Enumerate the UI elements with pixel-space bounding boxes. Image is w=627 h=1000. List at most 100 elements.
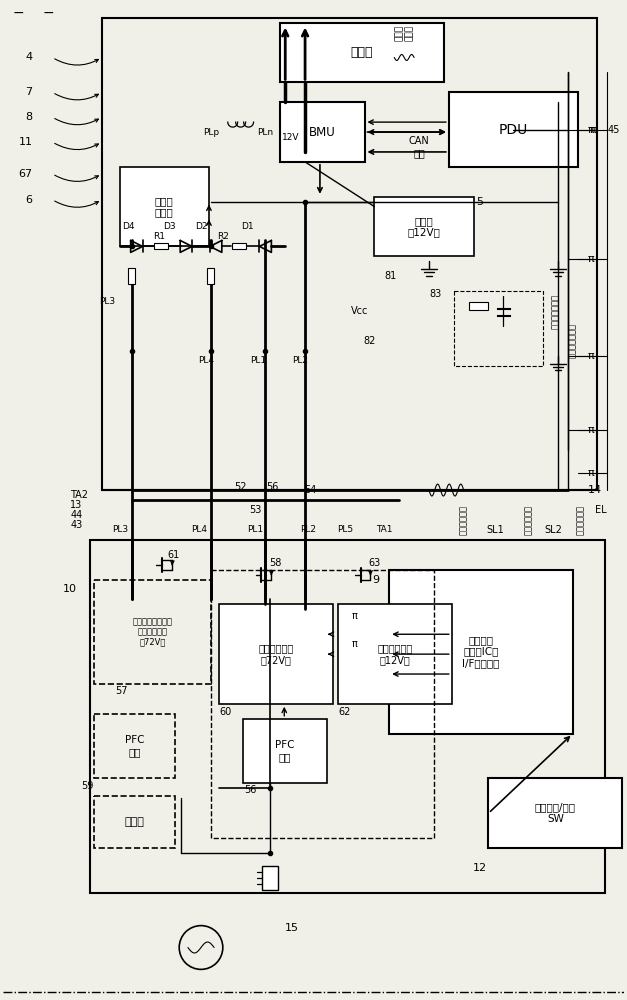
Bar — [154, 243, 168, 249]
Bar — [280, 23, 444, 82]
Text: 交直流
转换器: 交直流 转换器 — [155, 196, 174, 217]
Bar — [374, 197, 473, 256]
Bar — [338, 604, 452, 704]
Text: D1: D1 — [241, 222, 253, 231]
Text: EL: EL — [596, 505, 607, 515]
Text: PL5: PL5 — [337, 525, 353, 534]
Text: 副电池
（12V）: 副电池 （12V） — [408, 216, 440, 237]
Text: π: π — [587, 254, 594, 264]
Bar — [454, 291, 543, 366]
Text: 5: 5 — [477, 197, 483, 207]
Text: Vcc: Vcc — [351, 306, 368, 316]
Text: π: π — [352, 639, 357, 649]
Text: 59: 59 — [82, 781, 94, 791]
Text: −: − — [43, 6, 54, 20]
Bar — [94, 580, 211, 684]
Text: CAN
通信: CAN 通信 — [409, 136, 429, 158]
Bar — [389, 570, 572, 734]
Bar — [120, 167, 209, 246]
Text: 56: 56 — [266, 482, 278, 492]
Text: PL3: PL3 — [99, 297, 115, 306]
Text: 57: 57 — [115, 686, 128, 696]
Text: 15: 15 — [285, 923, 299, 933]
Text: SL2: SL2 — [544, 525, 562, 535]
Bar — [488, 778, 622, 848]
Text: PL4: PL4 — [191, 525, 207, 534]
Text: π: π — [587, 425, 594, 435]
Text: π: π — [587, 125, 594, 135]
Text: PFC
电路: PFC 电路 — [125, 735, 144, 757]
Text: 81: 81 — [384, 271, 397, 281]
Text: 7: 7 — [25, 87, 33, 97]
Text: 充电器: 充电器 — [125, 817, 145, 827]
Text: PL1: PL1 — [250, 356, 266, 365]
Bar — [94, 714, 175, 778]
Bar — [232, 243, 246, 249]
Text: PFC
电路: PFC 电路 — [275, 740, 295, 762]
Text: 83: 83 — [429, 289, 441, 299]
Text: PL4: PL4 — [198, 356, 214, 365]
Bar — [243, 719, 327, 783]
Text: 52: 52 — [234, 482, 247, 492]
Text: π: π — [587, 351, 594, 361]
Text: 45: 45 — [608, 125, 619, 135]
Text: 62: 62 — [339, 707, 351, 717]
Bar — [94, 796, 175, 848]
Text: 58: 58 — [269, 558, 282, 568]
Text: 电流切换信号: 电流切换信号 — [524, 505, 532, 535]
Text: 13: 13 — [70, 500, 82, 510]
Text: 14: 14 — [587, 485, 602, 495]
Bar — [449, 92, 577, 167]
Text: 56: 56 — [245, 785, 256, 795]
Text: 6: 6 — [26, 195, 33, 205]
Text: 11: 11 — [19, 137, 33, 147]
Text: 连接器温度信息: 连接器温度信息 — [551, 294, 561, 329]
Text: SL1: SL1 — [487, 525, 504, 535]
Bar — [280, 102, 364, 162]
Text: R2: R2 — [217, 232, 229, 241]
Text: 12V: 12V — [282, 133, 299, 142]
Text: −: − — [13, 6, 24, 20]
Text: 10: 10 — [63, 584, 77, 594]
Text: 61: 61 — [167, 550, 179, 560]
Text: BMU: BMU — [309, 126, 336, 139]
Text: 43: 43 — [70, 520, 82, 530]
Text: PLn: PLn — [257, 128, 273, 137]
Text: D3: D3 — [164, 222, 176, 231]
Text: 充电过
量信号: 充电过 量信号 — [394, 25, 414, 41]
Text: 充电控制
（控制IC、
I/F电路等）: 充电控制 （控制IC、 I/F电路等） — [462, 635, 500, 668]
Text: 充电开始/停止
SW: 充电开始/停止 SW — [535, 802, 576, 824]
Text: PL3: PL3 — [112, 525, 128, 534]
Text: PDU: PDU — [498, 123, 528, 137]
Text: 电流切换信号: 电流切换信号 — [576, 505, 585, 535]
Text: 仅急速充电器追加
交直流转换器
（72V）: 仅急速充电器追加 交直流转换器 （72V） — [132, 617, 172, 647]
Text: 9: 9 — [372, 575, 379, 585]
Bar — [90, 540, 606, 893]
Bar — [102, 18, 598, 490]
Bar — [263, 866, 278, 890]
Text: π: π — [587, 468, 594, 478]
Bar — [208, 268, 214, 284]
Text: 8: 8 — [25, 112, 33, 122]
Text: PL2: PL2 — [300, 525, 316, 534]
Text: D2: D2 — [195, 222, 208, 231]
Text: π: π — [589, 125, 596, 135]
Text: 60: 60 — [219, 707, 232, 717]
Text: R1: R1 — [154, 232, 166, 241]
Text: 连接器温度信息: 连接器温度信息 — [568, 323, 577, 358]
Text: 63: 63 — [368, 558, 381, 568]
Text: 交直流转换器
（72V）: 交直流转换器 （72V） — [258, 643, 293, 665]
Text: PL2: PL2 — [292, 356, 308, 365]
Text: PL1: PL1 — [248, 525, 263, 534]
Text: 交直流转换器
（12V）: 交直流转换器 （12V） — [377, 643, 413, 665]
Bar — [468, 302, 488, 310]
Text: TA1: TA1 — [376, 525, 393, 534]
Text: 54: 54 — [304, 485, 316, 495]
Text: TA2: TA2 — [70, 490, 88, 500]
Text: D4: D4 — [122, 222, 134, 231]
Bar — [128, 268, 135, 284]
Text: 4: 4 — [25, 52, 33, 62]
Text: π: π — [352, 611, 357, 621]
Text: 充电许可信号: 充电许可信号 — [459, 505, 468, 535]
Text: 53: 53 — [250, 505, 261, 515]
